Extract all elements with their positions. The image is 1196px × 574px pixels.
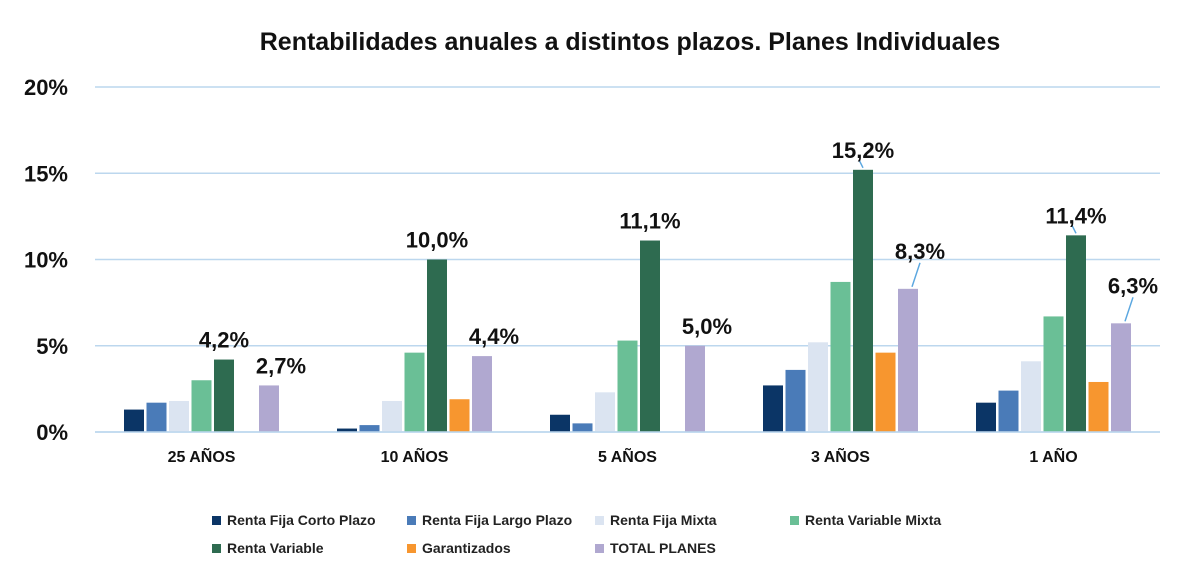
bar <box>124 409 144 432</box>
legend-swatch <box>790 515 799 525</box>
legend-label: TOTAL PLANES <box>610 540 716 556</box>
data-label: 6,3% <box>1108 273 1158 298</box>
bar <box>382 400 402 432</box>
legend-item: Renta Fija Largo Plazo <box>407 512 572 528</box>
bar <box>1043 316 1064 432</box>
legend-item: Renta Fija Corto Plazo <box>212 512 376 528</box>
legend-label: Renta Fija Mixta <box>610 512 717 528</box>
legend-swatch <box>212 515 221 525</box>
x-tick-label: 25 AÑOS <box>168 446 236 466</box>
bar <box>763 385 783 432</box>
y-tick-label: 10% <box>24 248 68 273</box>
data-label: 11,1% <box>619 209 680 234</box>
bar <box>550 414 570 432</box>
data-label: 8,3% <box>895 239 945 264</box>
legend-label: Garantizados <box>422 540 511 556</box>
bar <box>830 281 851 432</box>
bar <box>976 402 996 432</box>
legend-item: Renta Fija Mixta <box>595 512 717 528</box>
bar <box>1021 361 1041 432</box>
bar <box>998 390 1019 432</box>
bar <box>337 428 357 432</box>
bar <box>853 169 873 433</box>
x-tick-label: 10 AÑOS <box>381 446 449 466</box>
bar <box>1088 381 1109 432</box>
y-tick-label: 5% <box>36 334 68 359</box>
chart-title: Rentabilidades anuales a distintos plazo… <box>260 28 1001 56</box>
leader-line <box>1124 297 1134 322</box>
bar <box>169 400 189 432</box>
bar <box>875 352 896 432</box>
data-label: 2,7% <box>256 353 306 378</box>
legend-swatch <box>407 543 416 553</box>
legend-swatch <box>407 515 416 525</box>
bar <box>617 340 638 432</box>
bar <box>259 385 279 432</box>
bar <box>146 402 167 432</box>
bar <box>898 288 918 432</box>
bar <box>359 425 380 432</box>
bar <box>595 392 615 432</box>
legend-label: Renta Variable Mixta <box>805 512 942 528</box>
data-label: 5,0% <box>682 314 732 339</box>
bar <box>191 380 212 432</box>
x-tick-label: 5 AÑOS <box>598 446 657 466</box>
legend-item: TOTAL PLANES <box>595 540 716 556</box>
legend-swatch <box>595 515 604 525</box>
legend-swatch <box>595 543 604 553</box>
legend-item: Renta Variable <box>212 540 324 556</box>
bar <box>1111 323 1131 432</box>
data-label: 4,4% <box>469 324 519 349</box>
leader-line <box>911 262 921 288</box>
bar <box>1066 235 1086 432</box>
bar <box>404 352 425 432</box>
data-label: 10,0% <box>406 228 468 253</box>
legend-label: Renta Fija Corto Plazo <box>227 512 376 528</box>
legend-item: Renta Variable Mixta <box>790 512 941 528</box>
legend-swatch <box>212 543 221 553</box>
y-tick-label: 15% <box>24 161 68 186</box>
bar <box>572 423 593 432</box>
leader-line <box>858 159 864 169</box>
legend-item: Garantizados <box>407 540 511 556</box>
bar <box>472 356 492 432</box>
legend-label: Renta Fija Largo Plazo <box>422 512 573 528</box>
data-label: 4,2% <box>199 328 249 353</box>
bar <box>785 369 806 432</box>
legend-label: Renta Variable <box>227 540 324 556</box>
bar <box>685 345 705 432</box>
data-label: 11,4% <box>1045 203 1106 228</box>
bar <box>640 240 660 432</box>
bar <box>214 359 234 432</box>
leader-line <box>1071 225 1077 234</box>
x-tick-label: 1 AÑO <box>1029 446 1077 466</box>
y-tick-label: 20% <box>24 75 68 100</box>
bar <box>449 399 470 432</box>
bar <box>808 342 828 432</box>
x-tick-label: 3 AÑOS <box>811 446 870 466</box>
y-tick-label: 0% <box>36 420 68 445</box>
data-label: 15,2% <box>832 138 894 163</box>
bar <box>427 259 447 432</box>
